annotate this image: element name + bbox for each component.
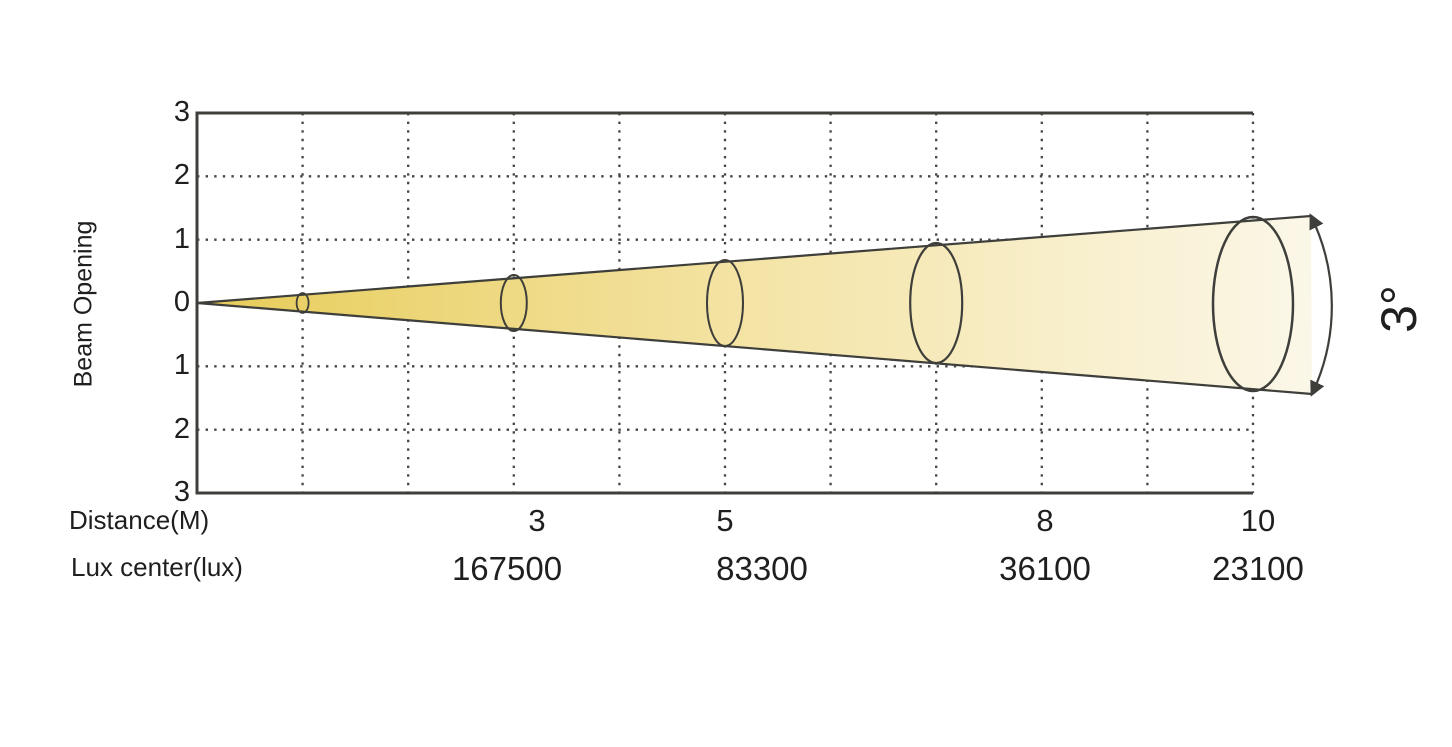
beam-cone-edges [196, 214, 1313, 396]
y-tick-label: 2 [173, 413, 190, 445]
x-tick-label: 5 [716, 503, 734, 538]
y-tick-label: 3 [173, 96, 190, 128]
x-tick-label: 10 [1240, 503, 1276, 538]
lux-row-label: Lux center(lux) [71, 552, 243, 582]
beam-ellipses [295, 215, 1295, 393]
y-tick-label: 3 [173, 476, 190, 508]
beam-cone [197, 216, 1312, 394]
distance-row-label: Distance(M) [69, 505, 210, 535]
beam-angle-label: 3° [1371, 285, 1427, 333]
lux-value: 36100 [999, 550, 1091, 587]
lux-value: 23100 [1212, 550, 1304, 587]
y-tick-label: 1 [173, 223, 190, 255]
angle-dimension-arc [1309, 213, 1333, 397]
lux-value: 83300 [716, 550, 808, 587]
lux-value: 167500 [451, 550, 563, 587]
plot-border [195, 111, 1253, 495]
x-tick-label: 3 [528, 503, 546, 538]
y-tick-label: 1 [173, 349, 190, 381]
y-tick-label: 0 [173, 286, 190, 318]
y-axis-title: Beam Opening [69, 220, 98, 388]
x-tick-label: 8 [1036, 503, 1054, 538]
y-tick-label: 2 [173, 159, 190, 191]
